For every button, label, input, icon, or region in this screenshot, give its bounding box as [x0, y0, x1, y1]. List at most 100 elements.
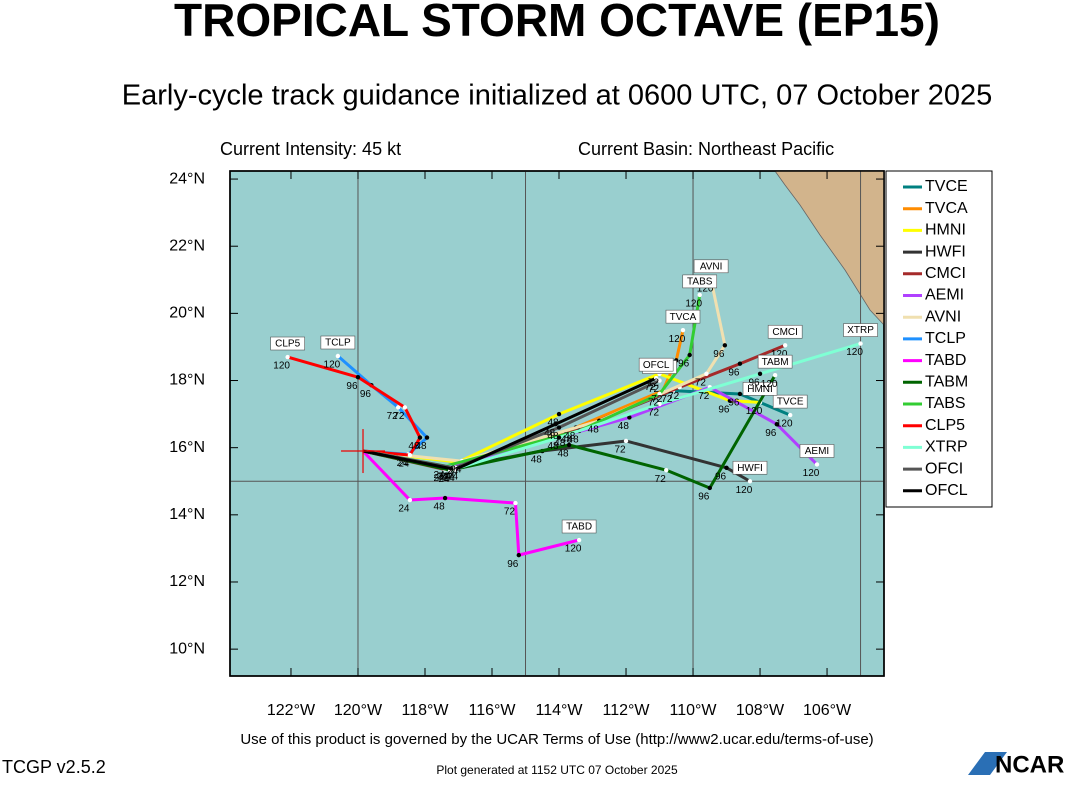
track-point — [737, 391, 743, 397]
track-name-box — [732, 460, 768, 475]
track-line — [287, 355, 422, 457]
track-name: TVCA — [670, 312, 697, 323]
hour-label: 72 — [648, 398, 660, 409]
hour-label: 72 — [668, 391, 680, 402]
track-point — [664, 467, 669, 473]
track-name-box — [693, 259, 729, 274]
track-name-box — [843, 323, 878, 337]
track-line — [362, 376, 657, 472]
y-tick-label: 12°N — [169, 573, 205, 590]
hour-label: 72 — [614, 445, 626, 456]
track-name: CLP5 — [275, 339, 300, 350]
hour-label: 120 — [803, 468, 820, 479]
track-point — [787, 412, 793, 418]
track-name-box — [772, 394, 808, 409]
x-tick-label: 108°W — [736, 702, 785, 719]
hour-label: 96 — [678, 359, 690, 370]
track-name-box — [665, 309, 701, 324]
track-point — [407, 497, 413, 503]
hour-label: 24 — [397, 458, 409, 469]
labels: 24 48 72 96 120 TVCE 24 48 72 96 120 TVCA 24 48 72 96 12… — [270, 259, 878, 570]
hour-label: 24 — [440, 471, 452, 482]
y-tick-label: 16°N — [169, 439, 205, 456]
track-line — [361, 449, 580, 557]
track-point — [858, 341, 863, 346]
x-tick-label: 106°W — [803, 702, 852, 719]
track-name-box — [742, 382, 778, 396]
track-point — [737, 361, 743, 366]
y-tick-label: 14°N — [169, 506, 205, 523]
track-point — [680, 327, 686, 333]
hour-label: 24 — [439, 474, 451, 485]
y-tick-label: 10°N — [169, 640, 205, 657]
hour-label: 72 — [387, 411, 399, 422]
legend-label: OFCI — [925, 460, 963, 477]
track-name: XTRP — [847, 325, 874, 336]
x-tick-label: 114°W — [536, 702, 584, 719]
x-tick-label: 120°W — [334, 702, 383, 719]
hour-label: 120 — [273, 361, 290, 372]
track-name-box — [638, 357, 674, 372]
legend-label: CMCI — [925, 265, 966, 282]
hour-label: 48 — [561, 435, 573, 446]
hour-label: 72 — [698, 391, 710, 402]
grid — [230, 171, 884, 676]
hour-label: 96 — [507, 559, 519, 570]
hour-label: 48 — [544, 428, 556, 439]
hour-label: 24 — [447, 466, 459, 477]
hour-label: 48 — [547, 431, 559, 442]
track-point — [556, 435, 562, 440]
hour-label: 24 — [450, 465, 462, 476]
hour-label: 48 — [588, 424, 600, 435]
legend-label: TABM — [925, 374, 968, 391]
x-tick-label: 110°W — [670, 702, 718, 719]
hour-label: 120 — [746, 406, 763, 417]
legend-label: TCLP — [925, 330, 966, 347]
hour-label: 24 — [398, 504, 410, 515]
track-name: OFCL — [643, 360, 670, 371]
map-frame — [229, 170, 885, 677]
hour-label: 96 — [713, 349, 725, 360]
track-point — [516, 552, 522, 558]
track-point — [774, 421, 779, 427]
basin: Current Basin: Northeast Pacific — [578, 139, 834, 159]
track-point — [556, 425, 562, 430]
track-name: TCLP — [325, 338, 351, 349]
track-point — [657, 378, 662, 383]
track-name: TVCE — [777, 397, 804, 408]
hour-label: 48 — [557, 449, 569, 460]
track-point — [724, 465, 729, 471]
track-name: TABM — [762, 357, 789, 368]
track-name: AVNI — [700, 261, 723, 272]
track-name-box — [561, 519, 597, 534]
hour-label: 96 — [715, 471, 727, 482]
title: TROPICAL STORM OCTAVE (EP15) — [174, 0, 940, 46]
subtitle: Early-cycle track guidance initialized a… — [122, 80, 992, 112]
track-point — [513, 500, 518, 506]
hour-label: 24 — [398, 459, 410, 470]
tracks — [285, 277, 863, 558]
y-tick-label: 20°N — [169, 305, 205, 322]
hour-label: 72 — [655, 474, 667, 485]
track-point — [722, 343, 728, 348]
track-point — [687, 352, 692, 358]
hour-label: 96 — [748, 377, 760, 388]
hour-label: 48 — [547, 441, 559, 452]
track-point — [576, 537, 582, 543]
hour-label: 96 — [698, 492, 710, 503]
track-point — [355, 374, 361, 380]
track-point — [623, 438, 629, 444]
track-point — [782, 343, 788, 348]
legend-label: OFCL — [925, 482, 968, 499]
x-tick-label: 122°W — [267, 702, 316, 719]
legend: TVCE TVCA HMNI HWFI CMCI AEMI AVNI TCLP TABD TABM… — [903, 178, 968, 499]
track-point — [627, 415, 632, 420]
hour-label: 48 — [531, 455, 543, 466]
hour-label: 48 — [547, 418, 559, 429]
track-point — [657, 401, 662, 407]
version: TCGP v2.5.2 — [2, 757, 106, 777]
track-point — [556, 411, 562, 417]
track-point — [814, 462, 820, 467]
hour-label: 72 — [393, 411, 405, 422]
hour-label: 24 — [447, 471, 459, 482]
